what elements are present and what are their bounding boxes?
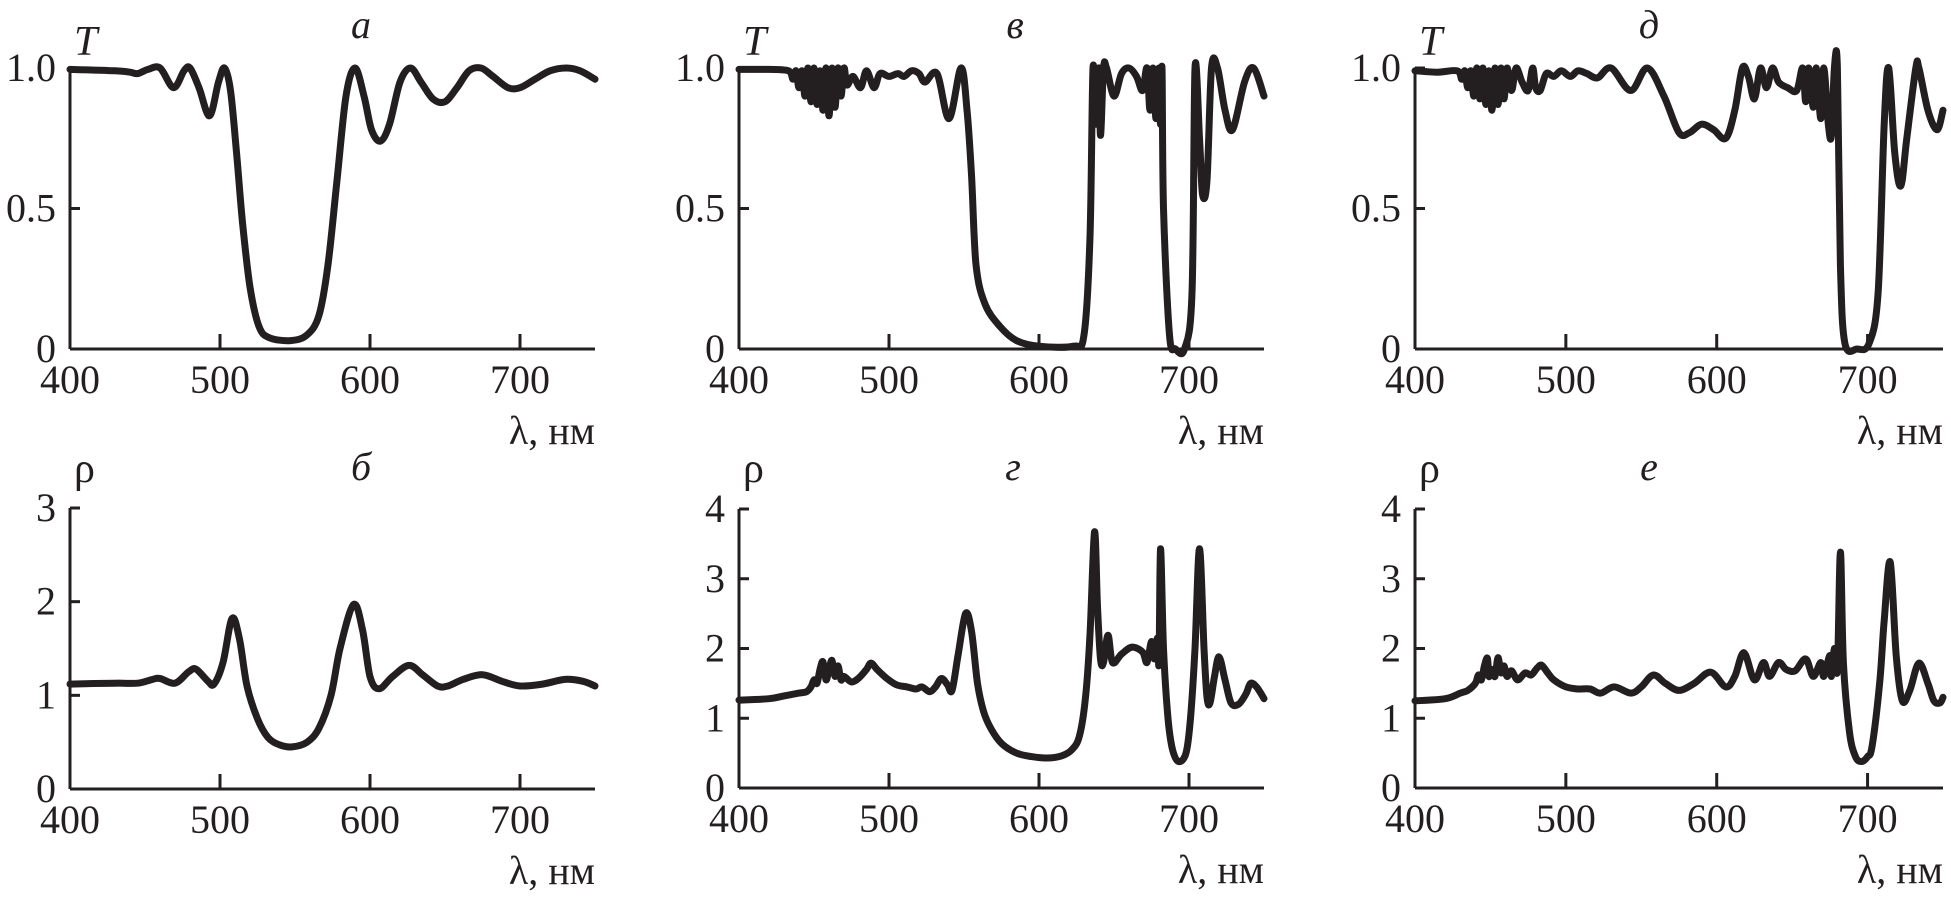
y-tick-label: 4 — [1381, 486, 1401, 531]
panel-в: 400 500 600 700 0 0.5 1.0 λ, нм T в — [675, 2, 1268, 453]
x-axis-label: λ, нм — [509, 848, 595, 893]
y-tick-label: 0 — [705, 765, 725, 810]
y-tick-label: 3 — [705, 556, 725, 601]
panel-а: 400 500 600 700 0 0.5 1.0 λ, нм T а — [6, 2, 599, 453]
x-tick-label: 600 — [340, 357, 400, 402]
panel-б: 400 500 600 700 0 1 2 3 λ, нм ρ б — [36, 444, 599, 893]
x-tick-label: 600 — [1687, 357, 1747, 402]
y-tick-label: 0 — [1381, 765, 1401, 810]
y-tick-label: 2 — [1381, 626, 1401, 671]
panel-letter: б — [351, 444, 373, 489]
x-axis-label: λ, нм — [1857, 408, 1943, 453]
x-tick-label: 400 — [709, 796, 769, 841]
data-series-line — [735, 54, 1268, 358]
data-series-line — [1411, 47, 1947, 355]
panel-letter: г — [1005, 444, 1021, 489]
y-tick-label: 3 — [1381, 556, 1401, 601]
panel-letter: е — [1640, 444, 1658, 489]
panel-letter: д — [1639, 2, 1659, 47]
data-series-line — [66, 63, 599, 345]
x-axis-label: λ, нм — [1857, 847, 1943, 892]
y-tick-label: 1.0 — [6, 45, 56, 90]
panel-д: 400 500 600 700 0 0.5 1.0 λ, нм T д — [1351, 2, 1947, 453]
data-series-line — [66, 600, 599, 751]
y-tick-label: 0.5 — [6, 186, 56, 231]
x-tick-label: 700 — [1838, 357, 1898, 402]
y-tick-label: 2 — [36, 579, 56, 624]
y-tick-label: 1.0 — [675, 45, 725, 90]
y-tick-label: 1.0 — [1351, 45, 1401, 90]
y-axis-label: ρ — [743, 446, 764, 492]
y-tick-label: 1 — [1381, 695, 1401, 740]
x-tick-label: 400 — [40, 797, 100, 842]
x-tick-label: 700 — [490, 797, 550, 842]
x-tick-label: 600 — [1009, 796, 1069, 841]
x-tick-label: 400 — [1385, 357, 1445, 402]
data-series-line — [735, 528, 1268, 766]
y-axis-label: ρ — [1419, 446, 1440, 492]
y-axis-label: T — [1419, 19, 1445, 65]
y-axis-label: T — [743, 19, 769, 65]
x-axis-label: λ, нм — [509, 408, 595, 453]
x-tick-label: 600 — [340, 797, 400, 842]
x-tick-label: 600 — [1009, 357, 1069, 402]
y-tick-label: 4 — [705, 486, 725, 531]
x-axis-label: λ, нм — [1178, 408, 1264, 453]
y-tick-label: 3 — [36, 485, 56, 530]
x-tick-label: 700 — [1838, 796, 1898, 841]
x-tick-label: 500 — [1536, 796, 1596, 841]
x-tick-label: 400 — [709, 357, 769, 402]
x-tick-label: 400 — [1385, 796, 1445, 841]
x-tick-label: 500 — [190, 797, 250, 842]
x-tick-label: 500 — [859, 796, 919, 841]
y-tick-label: 2 — [705, 626, 725, 671]
panel-letter: а — [351, 2, 371, 47]
y-tick-label: 1 — [36, 672, 56, 717]
y-tick-label: 0 — [36, 326, 56, 371]
y-tick-label: 1 — [705, 695, 725, 740]
panel-letter: в — [1006, 2, 1023, 47]
y-tick-label: 0 — [36, 766, 56, 811]
data-series-line — [1411, 548, 1947, 765]
y-tick-label: 0 — [705, 326, 725, 371]
x-tick-label: 500 — [1536, 357, 1596, 402]
x-tick-label: 700 — [1159, 796, 1219, 841]
x-tick-label: 500 — [859, 357, 919, 402]
panel-г: 400 500 600 700 0 1 2 3 4 λ, нм ρ г — [705, 444, 1268, 892]
y-axis-label: ρ — [74, 446, 95, 492]
y-tick-label: 0.5 — [675, 186, 725, 231]
x-tick-label: 400 — [40, 357, 100, 402]
x-tick-label: 700 — [1159, 357, 1219, 402]
x-axis-label: λ, нм — [1178, 847, 1264, 892]
y-tick-label: 0.5 — [1351, 186, 1401, 231]
x-tick-label: 500 — [190, 357, 250, 402]
x-tick-label: 700 — [490, 357, 550, 402]
y-tick-label: 0 — [1381, 326, 1401, 371]
x-tick-label: 600 — [1687, 796, 1747, 841]
y-axis-label: T — [74, 19, 100, 65]
panel-е: 400 500 600 700 0 1 2 3 4 λ, нм ρ е — [1381, 444, 1947, 892]
